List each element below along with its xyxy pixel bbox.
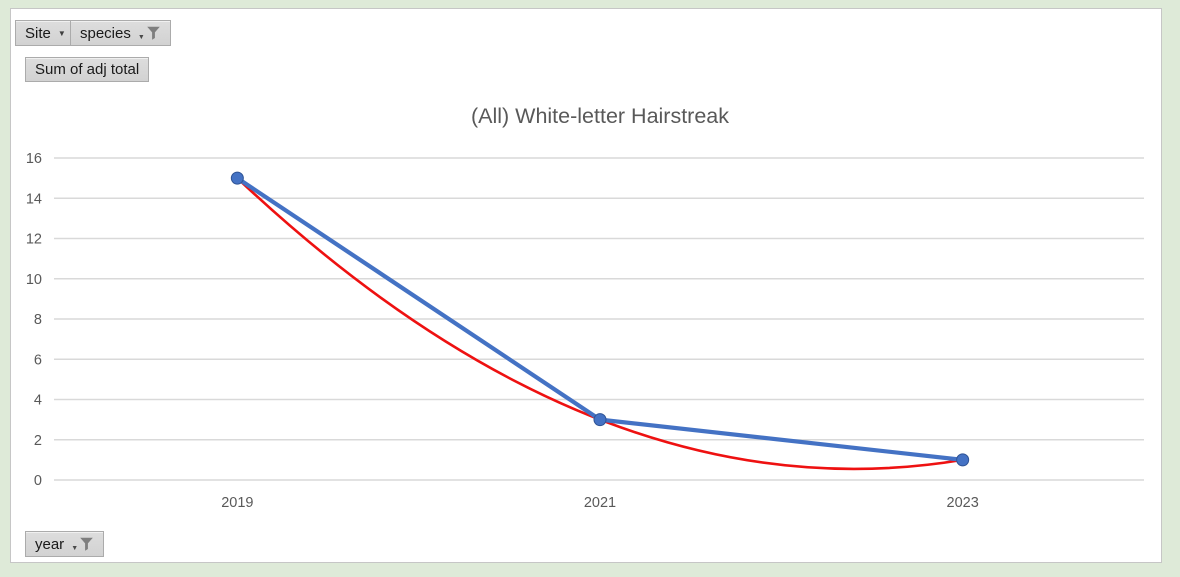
y-tick-label: 4 bbox=[34, 393, 42, 409]
chevron-down-icon: ▼ bbox=[57, 29, 66, 38]
species-filter-label: species bbox=[80, 24, 131, 42]
data-point-marker bbox=[230, 171, 244, 185]
filter-funnel-icon: ▼ bbox=[138, 26, 161, 41]
value-field-label: Sum of adj total bbox=[35, 61, 140, 78]
y-tick-label: 10 bbox=[26, 272, 42, 288]
species-filter-button[interactable]: species ▼ bbox=[70, 20, 171, 46]
x-tick-label: 2019 bbox=[221, 495, 253, 511]
y-tick-label: 12 bbox=[26, 232, 42, 248]
y-tick-label: 2 bbox=[34, 433, 42, 449]
x-tick-label: 2021 bbox=[584, 495, 616, 511]
y-tick-label: 8 bbox=[34, 312, 42, 328]
value-field-button[interactable]: Sum of adj total bbox=[25, 57, 150, 82]
y-tick-label: 6 bbox=[34, 352, 42, 368]
site-field-button[interactable]: Site ▼ bbox=[15, 20, 76, 46]
data-point-marker bbox=[956, 453, 970, 467]
chart-plot: 0 2 4 6 8 10 12 14 16 2019 2021 2023 (All) White-let… bbox=[26, 104, 1144, 511]
data-point-marker bbox=[593, 413, 607, 427]
y-tick-label: 16 bbox=[26, 151, 42, 167]
y-tick-label: 14 bbox=[26, 191, 42, 207]
chart-title: (All) White-letter Hairstreak bbox=[471, 104, 729, 128]
chart-area: 0 2 4 6 8 10 12 14 16 2019 2021 2023 (All) White-let… bbox=[10, 8, 1162, 563]
y-tick-label: 0 bbox=[34, 473, 42, 489]
year-filter-button[interactable]: year ▼ bbox=[25, 531, 105, 557]
year-filter-label: year bbox=[35, 535, 65, 553]
site-field-label: Site bbox=[25, 24, 51, 42]
filter-funnel-icon: ▼ bbox=[71, 537, 94, 552]
x-tick-label: 2023 bbox=[947, 495, 979, 511]
